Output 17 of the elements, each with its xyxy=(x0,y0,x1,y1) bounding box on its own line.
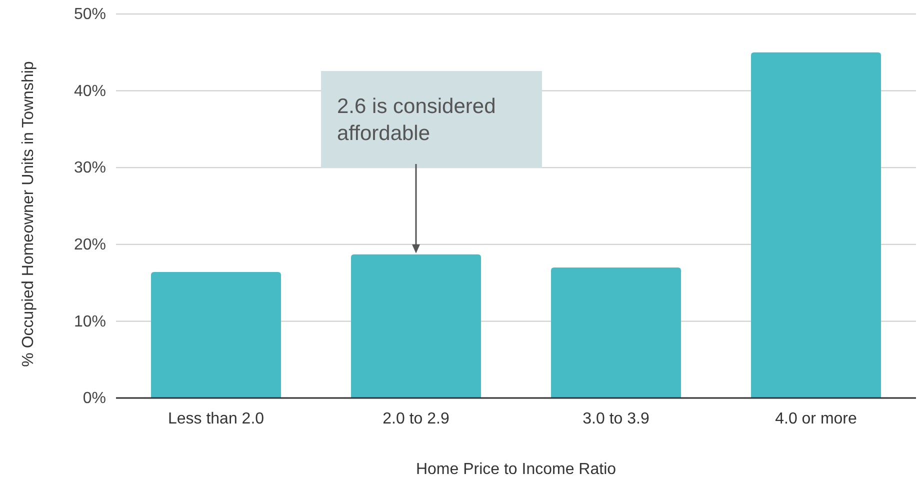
annotation: 2.6 is considered affordable xyxy=(337,95,496,145)
y-tick-label: 40% xyxy=(74,82,106,100)
bar xyxy=(151,272,281,398)
y-tick-label: 0% xyxy=(82,390,106,408)
bar xyxy=(751,52,881,398)
y-tick-label: 30% xyxy=(74,160,106,177)
bar xyxy=(351,254,481,398)
bar xyxy=(551,267,681,398)
x-tick-label: 4.0 or more xyxy=(775,410,858,428)
y-tick-label: 20% xyxy=(74,236,106,254)
y-tick-label: 10% xyxy=(74,313,106,330)
x-tick-label: Less than 2.0 xyxy=(168,410,264,428)
y-tick-label: 50% xyxy=(74,6,106,24)
x-tick-label: 3.0 to 3.9 xyxy=(582,410,650,428)
y-axis-title: % Occupied Homeowner Units in Township xyxy=(20,61,37,367)
x-tick-label: 2.0 to 2.9 xyxy=(382,410,450,428)
x-axis-title: Home Price to Income Ratio xyxy=(416,461,616,478)
